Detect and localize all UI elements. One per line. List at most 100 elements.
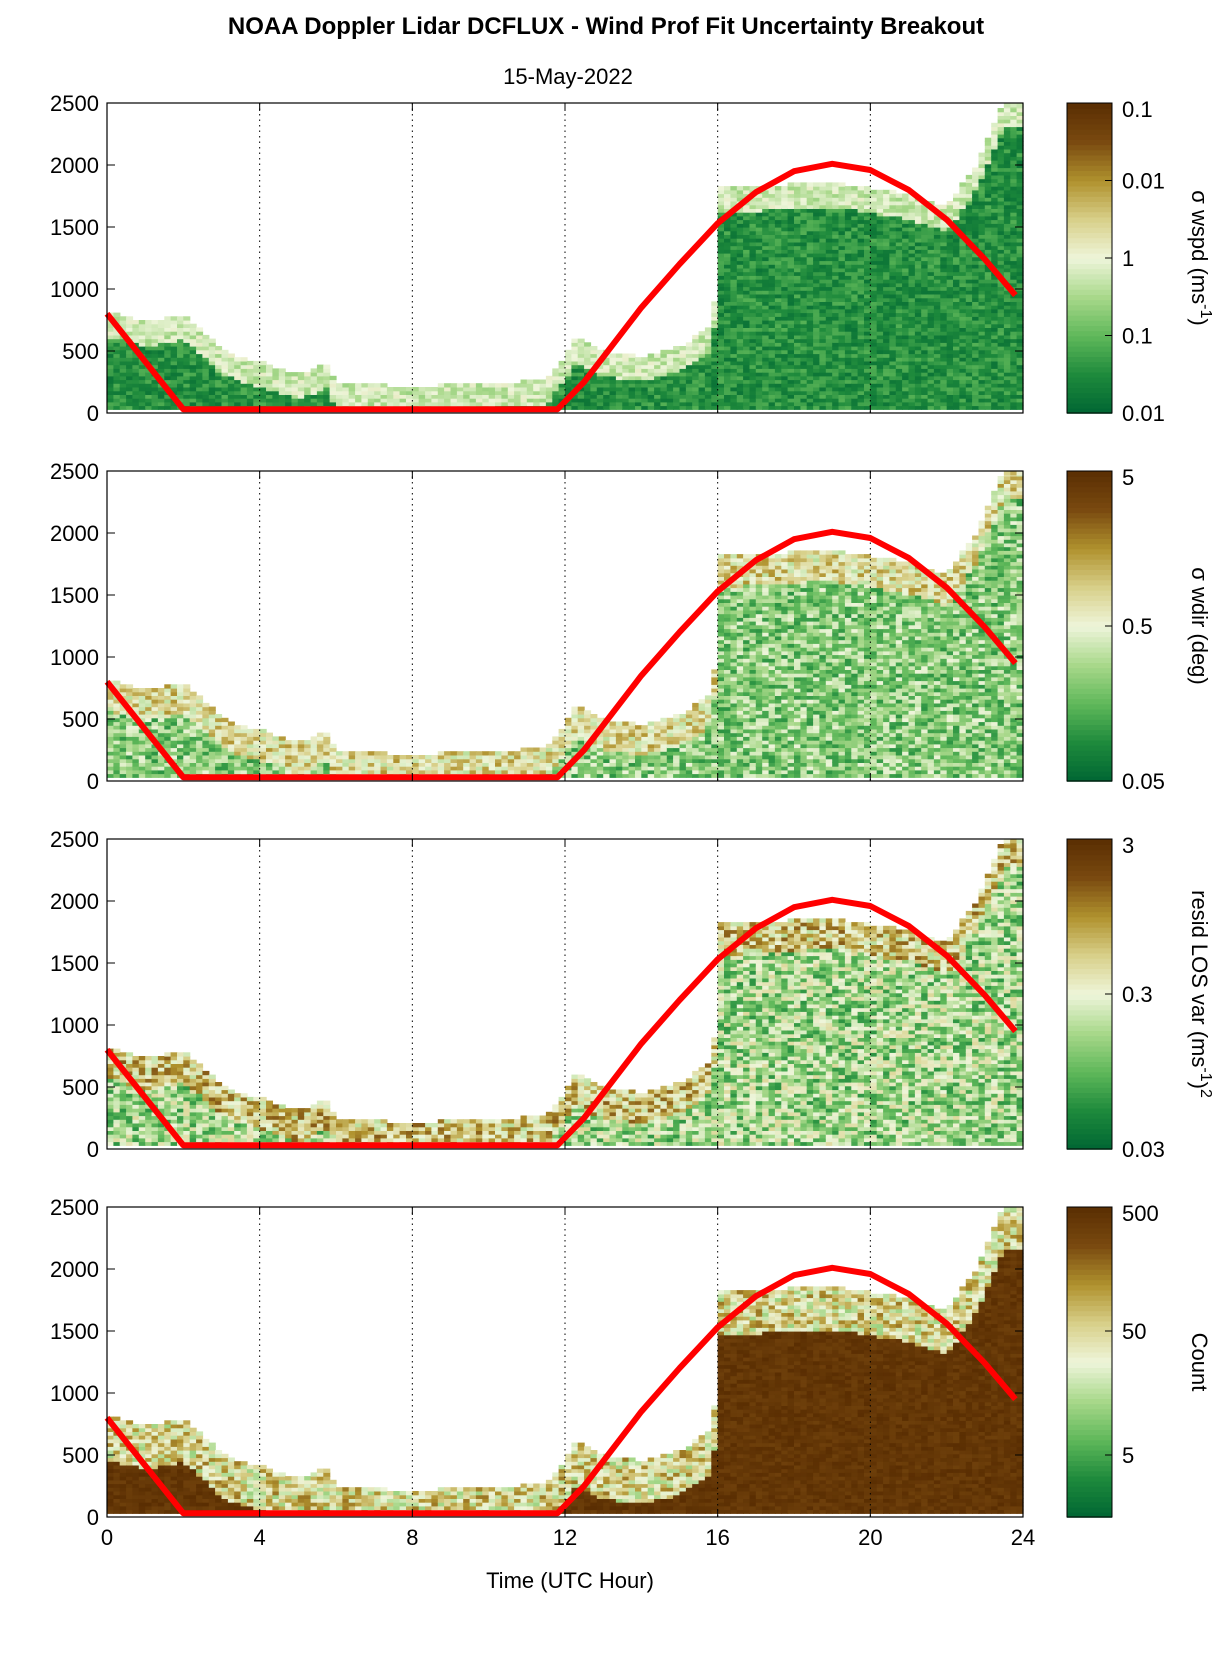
- heatmap-cell: [997, 398, 1005, 403]
- heatmap-cell: [921, 223, 929, 228]
- heatmap-cell: [959, 264, 967, 269]
- heatmap-cell: [972, 167, 980, 172]
- colorbar-segment: [1067, 211, 1112, 218]
- heatmap-cell: [1003, 163, 1011, 169]
- heatmap-cell: [635, 357, 642, 362]
- heatmap-cell: [889, 401, 897, 407]
- heatmap-cell: [1003, 189, 1011, 195]
- heatmap-cell: [851, 383, 859, 388]
- heatmap-cell: [119, 353, 127, 358]
- heatmap-cell: [984, 148, 992, 154]
- heatmap-cell: [838, 327, 846, 332]
- heatmap-cell: [933, 320, 941, 325]
- heatmap-cell: [838, 312, 846, 317]
- heatmap-cell: [806, 245, 814, 250]
- heatmap-cell: [138, 762, 146, 767]
- heatmap-cell: [157, 691, 165, 696]
- heatmap-cell: [132, 331, 140, 336]
- heatmap-cell: [959, 334, 967, 340]
- heatmap-cell: [813, 316, 821, 321]
- heatmap-cell: [819, 193, 827, 198]
- heatmap-cell: [724, 271, 731, 276]
- heatmap-cell: [138, 773, 146, 778]
- heatmap-cell: [800, 186, 808, 191]
- heatmap-cell: [622, 368, 630, 373]
- heatmap-cell: [819, 260, 827, 265]
- heatmap-cell: [215, 755, 223, 760]
- heatmap-cell: [126, 331, 134, 336]
- heatmap-cell: [635, 368, 642, 373]
- heatmap-cell: [997, 234, 1005, 239]
- heatmap-cell: [787, 316, 795, 321]
- heatmap-cell: [902, 360, 910, 366]
- heatmap-cell: [883, 256, 891, 262]
- heatmap-cell: [183, 331, 191, 336]
- heatmap-cell: [972, 201, 980, 206]
- colorbar-segment: [1067, 175, 1112, 182]
- heatmap-cell: [927, 334, 935, 340]
- heatmap-cell: [832, 253, 840, 258]
- heatmap-cell: [1003, 122, 1011, 128]
- heatmap-cell: [227, 766, 235, 771]
- heatmap-cell: [997, 387, 1005, 392]
- heatmap-cell: [940, 223, 948, 228]
- heatmap-cell: [170, 699, 178, 704]
- heatmap-cell: [215, 758, 223, 763]
- heatmap-cell: [914, 334, 922, 340]
- heatmap-cell: [717, 331, 725, 336]
- heatmap-cell: [202, 732, 210, 737]
- heatmap-cell: [107, 755, 114, 760]
- heatmap-cell: [1010, 286, 1018, 291]
- heatmap-cell: [825, 249, 833, 254]
- heatmap-cell: [984, 137, 992, 142]
- heatmap-cell: [215, 725, 223, 730]
- heatmap-cell: [940, 204, 948, 209]
- heatmap-cell: [844, 212, 852, 217]
- heatmap-cell: [208, 706, 216, 711]
- heatmap-cell: [412, 401, 420, 407]
- heatmap-cell: [914, 360, 922, 366]
- heatmap-cell: [113, 755, 121, 760]
- heatmap-cell: [864, 387, 871, 392]
- heatmap-cell: [927, 379, 935, 384]
- heatmap-cell: [844, 275, 852, 280]
- heatmap-cell: [883, 297, 891, 302]
- heatmap-cell: [145, 379, 153, 384]
- heatmap-cell: [291, 740, 299, 745]
- heatmap-cell: [113, 747, 121, 752]
- heatmap-cell: [177, 368, 184, 373]
- heatmap-cell: [151, 390, 159, 395]
- heatmap-cell: [1010, 253, 1018, 258]
- heatmap-cell: [316, 368, 324, 373]
- heatmap-cell: [539, 379, 547, 384]
- heatmap-cell: [132, 342, 140, 347]
- heatmap-cell: [895, 230, 903, 235]
- heatmap-cell: [838, 193, 846, 198]
- colorbar-segment: [1067, 237, 1112, 244]
- heatmap-cell: [768, 253, 776, 258]
- heatmap-cell: [895, 390, 903, 395]
- heatmap-cell: [946, 305, 954, 310]
- heatmap-cell: [450, 394, 458, 399]
- heatmap-cell: [813, 323, 821, 328]
- heatmap-cell: [997, 160, 1005, 165]
- heatmap-cell: [647, 372, 655, 377]
- heatmap-cell: [157, 387, 165, 392]
- heatmap-cell: [819, 368, 827, 373]
- heatmap-cell: [857, 297, 865, 302]
- heatmap-cell: [768, 334, 776, 340]
- heatmap-cell: [794, 294, 801, 299]
- heatmap-cell: [259, 387, 267, 392]
- heatmap-cell: [927, 401, 935, 407]
- heatmap-cell: [933, 227, 941, 232]
- heatmap-cell: [781, 271, 789, 276]
- heatmap-cell: [838, 249, 846, 254]
- heatmap-cell: [774, 346, 782, 351]
- heatmap-cell: [768, 189, 776, 195]
- heatmap-cell: [933, 230, 941, 235]
- heatmap-cell: [189, 747, 197, 752]
- heatmap-cell: [876, 271, 884, 276]
- heatmap-cell: [768, 294, 776, 299]
- heatmap-cell: [794, 320, 801, 325]
